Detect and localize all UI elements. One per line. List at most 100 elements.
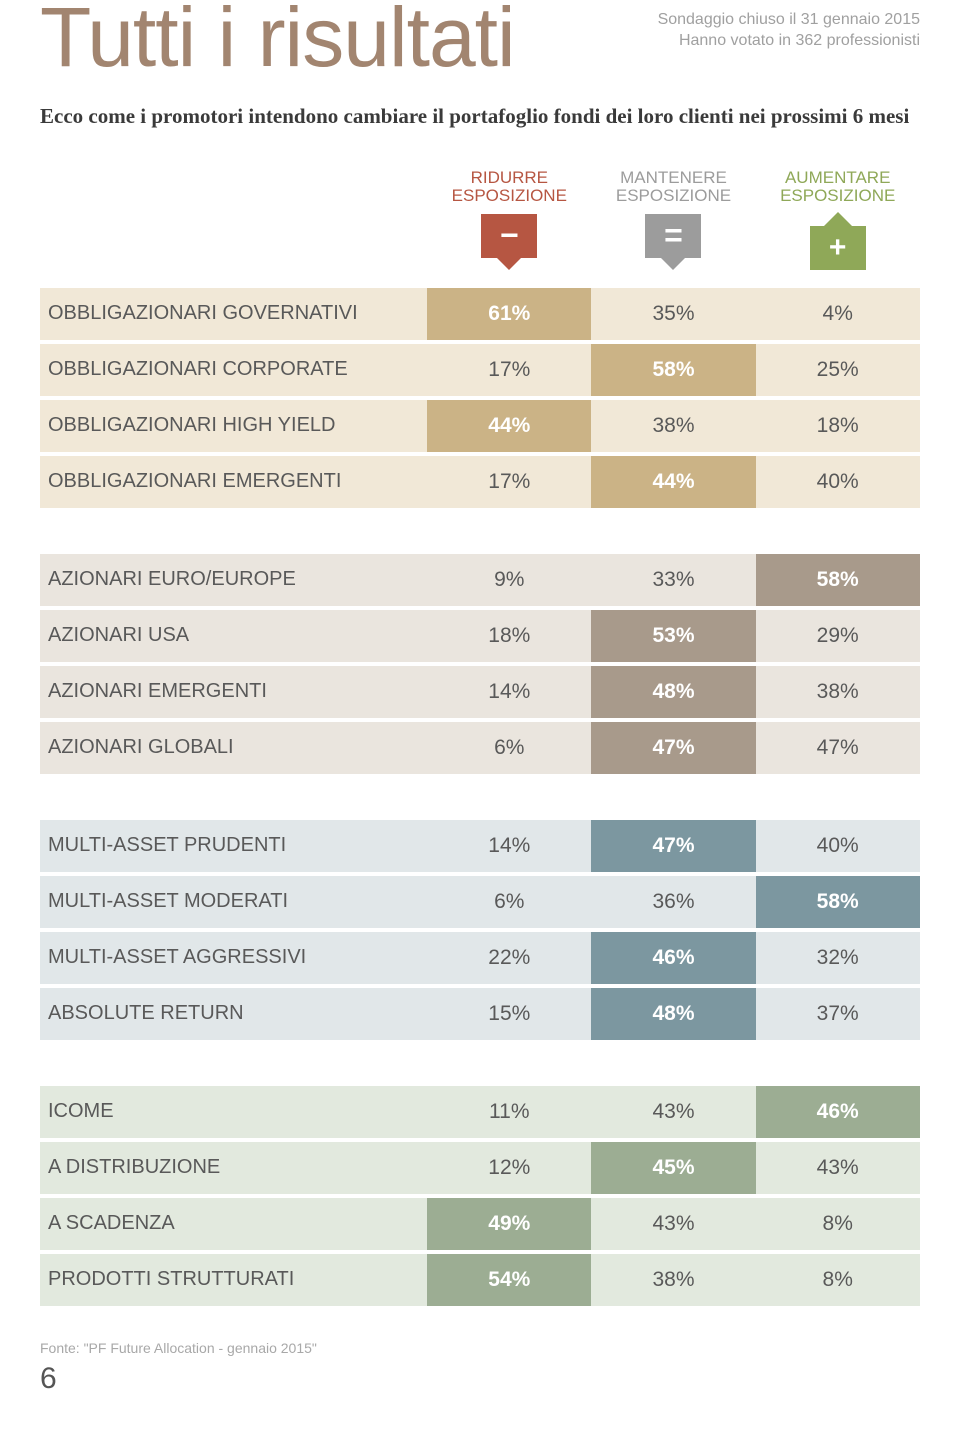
value-cell: 47% <box>591 820 755 872</box>
value-cell: 43% <box>591 1198 755 1250</box>
table-row: ICOME11%43%46% <box>40 1086 920 1138</box>
table-row: AZIONARI EMERGENTI14%48%38% <box>40 666 920 718</box>
value-cell: 35% <box>591 288 755 340</box>
table-row: AZIONARI EURO/EUROPE9%33%58% <box>40 554 920 606</box>
value-cell: 18% <box>756 400 920 452</box>
row-label: A DISTRIBUZIONE <box>40 1142 427 1194</box>
table-row: OBBLIGAZIONARI HIGH YIELD44%38%18% <box>40 400 920 452</box>
table-row: ABSOLUTE RETURN15%48%37% <box>40 988 920 1040</box>
value-cell: 36% <box>591 876 755 928</box>
value-cell: 47% <box>756 722 920 774</box>
table-row: MULTI-ASSET AGGRESSIVI22%46%32% <box>40 932 920 984</box>
value-cell: 38% <box>591 1254 755 1306</box>
value-cell: 11% <box>427 1086 591 1138</box>
row-label: ABSOLUTE RETURN <box>40 988 427 1040</box>
row-label: AZIONARI USA <box>40 610 427 662</box>
col-header-reduce: RIDURRE ESPOSIZIONE <box>427 169 591 206</box>
value-cell: 33% <box>591 554 755 606</box>
value-cell: 14% <box>427 666 591 718</box>
value-cell: 22% <box>427 932 591 984</box>
value-cell: 54% <box>427 1254 591 1306</box>
row-label: MULTI-ASSET PRUDENTI <box>40 820 427 872</box>
value-cell: 43% <box>756 1142 920 1194</box>
value-cell: 58% <box>756 554 920 606</box>
value-cell: 14% <box>427 820 591 872</box>
table-row: PRODOTTI STRUTTURATI54%38%8% <box>40 1254 920 1306</box>
subtitle: Ecco come i promotori intendono cambiare… <box>40 104 920 129</box>
badge-row: − = + <box>40 214 920 270</box>
col-header-maintain: MANTENERE ESPOSIZIONE <box>591 169 755 206</box>
row-label: AZIONARI EURO/EUROPE <box>40 554 427 606</box>
value-cell: 15% <box>427 988 591 1040</box>
row-label: OBBLIGAZIONARI GOVERNATIVI <box>40 288 427 340</box>
survey-meta: Sondaggio chiuso il 31 gennaio 2015 Hann… <box>658 10 920 52</box>
value-cell: 40% <box>756 820 920 872</box>
value-cell: 32% <box>756 932 920 984</box>
minus-icon: − <box>481 214 537 258</box>
value-cell: 8% <box>756 1254 920 1306</box>
value-cell: 46% <box>756 1086 920 1138</box>
data-block: OBBLIGAZIONARI GOVERNATIVI61%35%4%OBBLIG… <box>40 288 920 508</box>
value-cell: 9% <box>427 554 591 606</box>
value-cell: 47% <box>591 722 755 774</box>
value-cell: 40% <box>756 456 920 508</box>
value-cell: 46% <box>591 932 755 984</box>
row-label: A SCADENZA <box>40 1198 427 1250</box>
row-label: PRODOTTI STRUTTURATI <box>40 1254 427 1306</box>
value-cell: 29% <box>756 610 920 662</box>
table-row: OBBLIGAZIONARI EMERGENTI17%44%40% <box>40 456 920 508</box>
survey-line1: Sondaggio chiuso il 31 gennaio 2015 <box>658 10 920 31</box>
value-cell: 43% <box>591 1086 755 1138</box>
table-row: MULTI-ASSET MODERATI6%36%58% <box>40 876 920 928</box>
value-cell: 45% <box>591 1142 755 1194</box>
value-cell: 61% <box>427 288 591 340</box>
data-block: AZIONARI EURO/EUROPE9%33%58%AZIONARI USA… <box>40 554 920 774</box>
value-cell: 44% <box>591 456 755 508</box>
table-row: A SCADENZA49%43%8% <box>40 1198 920 1250</box>
value-cell: 37% <box>756 988 920 1040</box>
value-cell: 38% <box>591 400 755 452</box>
value-cell: 8% <box>756 1198 920 1250</box>
value-cell: 58% <box>591 344 755 396</box>
row-label: MULTI-ASSET MODERATI <box>40 876 427 928</box>
data-blocks: OBBLIGAZIONARI GOVERNATIVI61%35%4%OBBLIG… <box>40 288 920 1306</box>
survey-line2: Hanno votato in 362 professionisti <box>658 31 920 52</box>
plus-icon: + <box>810 226 866 270</box>
row-label: AZIONARI EMERGENTI <box>40 666 427 718</box>
row-label: ICOME <box>40 1086 427 1138</box>
table-row: AZIONARI USA18%53%29% <box>40 610 920 662</box>
table-row: AZIONARI GLOBALI6%47%47% <box>40 722 920 774</box>
value-cell: 38% <box>756 666 920 718</box>
data-block: ICOME11%43%46%A DISTRIBUZIONE12%45%43%A … <box>40 1086 920 1306</box>
table-row: MULTI-ASSET PRUDENTI14%47%40% <box>40 820 920 872</box>
equals-icon: = <box>645 214 701 258</box>
value-cell: 17% <box>427 344 591 396</box>
value-cell: 49% <box>427 1198 591 1250</box>
source-note: Fonte: "PF Future Allocation - gennaio 2… <box>40 1340 920 1356</box>
header: Tutti i risultati Sondaggio chiuso il 31… <box>40 0 920 76</box>
value-cell: 25% <box>756 344 920 396</box>
page-title: Tutti i risultati <box>40 0 515 76</box>
value-cell: 53% <box>591 610 755 662</box>
value-cell: 18% <box>427 610 591 662</box>
data-block: MULTI-ASSET PRUDENTI14%47%40%MULTI-ASSET… <box>40 820 920 1040</box>
value-cell: 17% <box>427 456 591 508</box>
row-label: OBBLIGAZIONARI CORPORATE <box>40 344 427 396</box>
row-label: OBBLIGAZIONARI EMERGENTI <box>40 456 427 508</box>
table-row: OBBLIGAZIONARI GOVERNATIVI61%35%4% <box>40 288 920 340</box>
value-cell: 6% <box>427 876 591 928</box>
row-label: OBBLIGAZIONARI HIGH YIELD <box>40 400 427 452</box>
table-row: OBBLIGAZIONARI CORPORATE17%58%25% <box>40 344 920 396</box>
value-cell: 6% <box>427 722 591 774</box>
column-headers: RIDURRE ESPOSIZIONE MANTENERE ESPOSIZION… <box>40 169 920 206</box>
value-cell: 48% <box>591 666 755 718</box>
value-cell: 58% <box>756 876 920 928</box>
value-cell: 44% <box>427 400 591 452</box>
value-cell: 48% <box>591 988 755 1040</box>
value-cell: 4% <box>756 288 920 340</box>
row-label: AZIONARI GLOBALI <box>40 722 427 774</box>
value-cell: 12% <box>427 1142 591 1194</box>
page-number: 6 <box>40 1362 920 1396</box>
row-label: MULTI-ASSET AGGRESSIVI <box>40 932 427 984</box>
table-row: A DISTRIBUZIONE12%45%43% <box>40 1142 920 1194</box>
